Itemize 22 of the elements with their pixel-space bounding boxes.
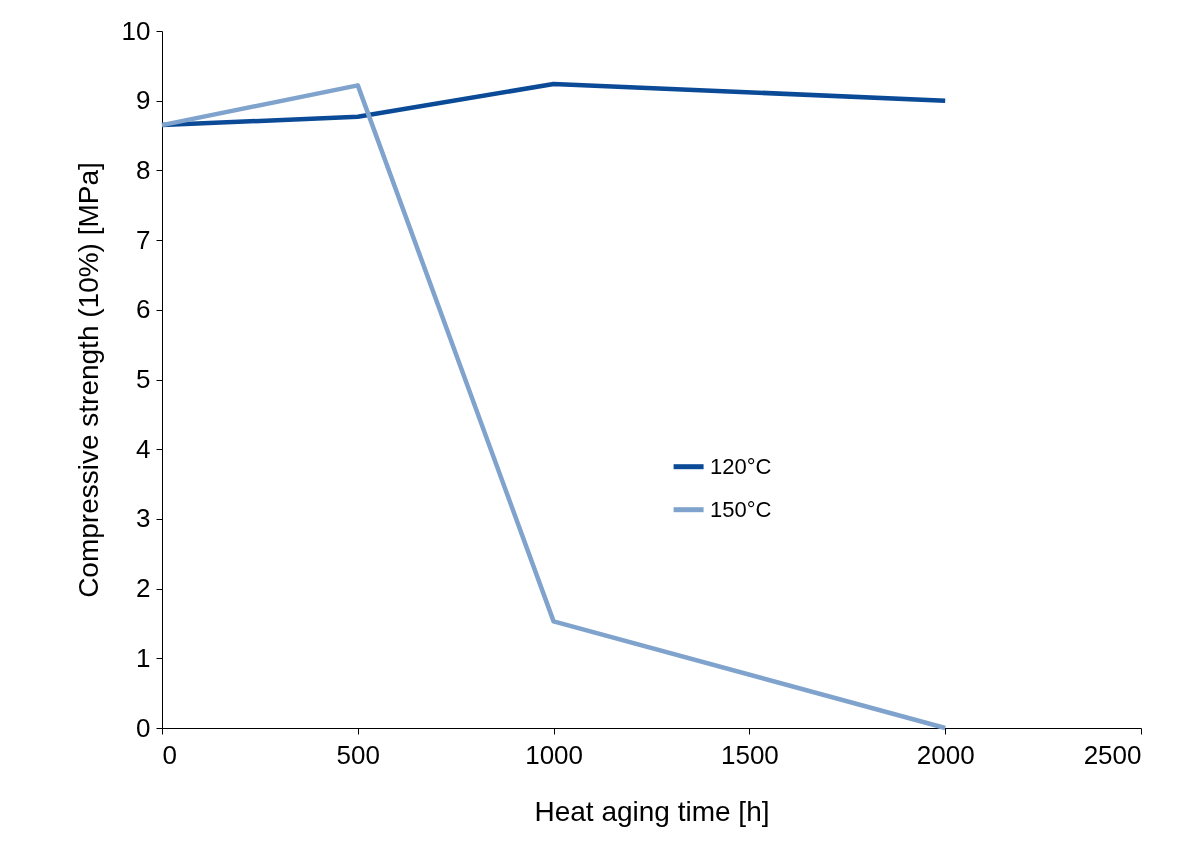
- y-tick-label: 3: [136, 503, 151, 534]
- y-tick-label: 5: [136, 364, 151, 394]
- y-tick-label: 9: [136, 85, 151, 116]
- legend-label: 150°C: [710, 496, 772, 522]
- y-tick-label: 2: [136, 573, 151, 604]
- legend-label: 120°C: [710, 453, 772, 479]
- line-series: [159, 83, 948, 731]
- x-tick-label: 1500: [720, 739, 779, 770]
- y-tick-label: 10: [121, 15, 151, 46]
- y-axis-title: Compressive strength (10%) [MPa]: [72, 162, 104, 598]
- x-axis-title: Heat aging time [h]: [534, 795, 770, 827]
- y-tick-label: 0: [136, 712, 151, 743]
- x-tick-label: 1000: [525, 739, 584, 770]
- y-tick-label: 4: [136, 433, 151, 464]
- x-tick-label: 500: [336, 739, 380, 770]
- y-tick-label: 6: [136, 294, 151, 325]
- x-tick-label: 2500: [1083, 739, 1142, 770]
- y-tick-label: 7: [136, 224, 151, 255]
- y-tick-label: 8: [136, 154, 151, 185]
- x-tick-label: 2000: [916, 739, 975, 770]
- y-tick-label: 1: [136, 642, 151, 673]
- x-tick-label: 0: [162, 739, 177, 770]
